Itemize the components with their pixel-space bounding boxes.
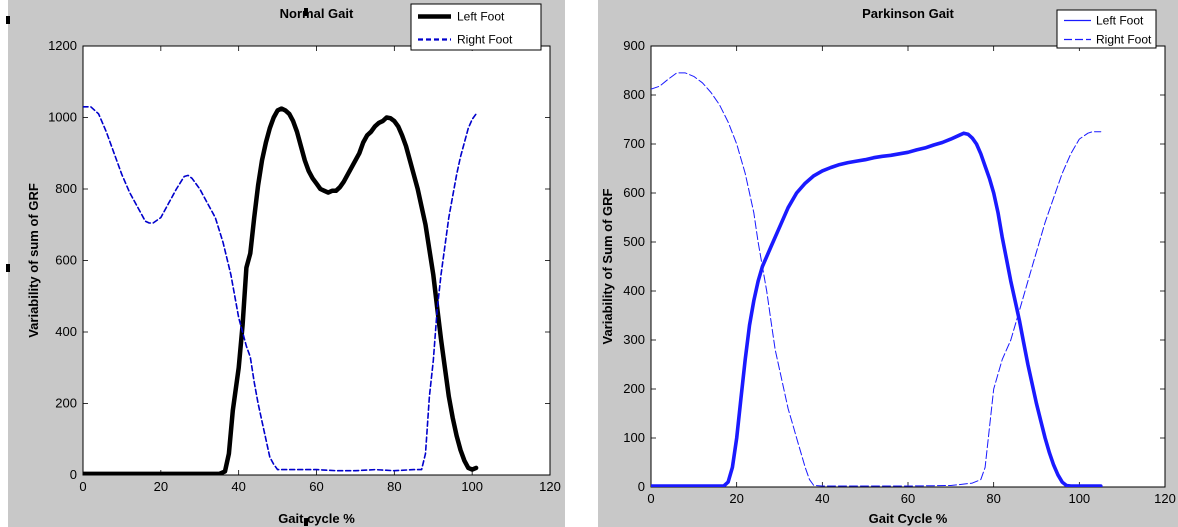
series-line-left-foot	[651, 131, 1103, 487]
legend-label: Right Foot	[457, 33, 513, 47]
y-tick-label: 200	[623, 381, 645, 396]
y-tick-label: 0	[638, 479, 645, 494]
x-tick-label: 120	[1154, 491, 1176, 506]
x-tick-label: 100	[1068, 491, 1090, 506]
figure-handle-marker	[6, 264, 10, 272]
normal-gait-panel: Normal Gait 0 20 40 60 80 100 120 0 200 400 600 800 1…	[8, 0, 565, 527]
parkinson-gait-panel: Parkinson Gait 0 20 40 60 80 100 120 0 100 200 300 4…	[598, 0, 1178, 527]
x-tick-label: 80	[986, 491, 1000, 506]
chart-title: Normal Gait	[280, 6, 354, 21]
x-tick-label: 20	[729, 491, 743, 506]
chart-title: Parkinson Gait	[862, 6, 954, 21]
y-tick-label: 0	[70, 467, 77, 482]
x-tick-label: 60	[309, 479, 323, 494]
legend-label: Left Foot	[1096, 14, 1144, 28]
x-tick-label: 20	[154, 479, 168, 494]
series-line-right-foot	[651, 72, 1102, 487]
figure-handle-marker	[6, 16, 10, 24]
y-tick-label: 700	[623, 136, 645, 151]
y-tick-label: 200	[55, 396, 77, 411]
y-tick-label: 100	[623, 430, 645, 445]
y-tick-label: 400	[55, 324, 77, 339]
parkinson-gait-chart: Parkinson Gait 0 20 40 60 80 100 120 0 100 200 300 4…	[600, 6, 1176, 526]
figure-handle-marker	[304, 518, 308, 526]
x-tick-label: 120	[539, 479, 561, 494]
series-line-left-foot	[83, 106, 479, 475]
y-tick-label: 400	[623, 283, 645, 298]
y-tick-label: 600	[623, 185, 645, 200]
x-tick-label: 0	[79, 479, 86, 494]
legend-label: Left Foot	[457, 10, 505, 24]
y-tick-label: 300	[623, 332, 645, 347]
y-tick-label: 600	[55, 253, 77, 268]
y-tick-label: 800	[623, 87, 645, 102]
legend-box	[1056, 9, 1157, 49]
legend-label: Right Foot	[1096, 33, 1152, 47]
legend-box	[410, 3, 542, 51]
y-tick-label: 800	[55, 181, 77, 196]
y-axis-label: Variability of sum of GRF	[26, 183, 41, 338]
y-axis-label: Variability of Sum of GRF	[600, 188, 615, 344]
figure-handle-marker	[304, 8, 308, 16]
y-tick-label: 1200	[48, 38, 77, 53]
plot-area	[82, 45, 551, 476]
x-tick-label: 40	[231, 479, 245, 494]
y-tick-label: 500	[623, 234, 645, 249]
x-tick-label: 100	[461, 479, 483, 494]
plot-area	[650, 45, 1166, 488]
x-axis-label: Gait cycle %	[278, 511, 355, 526]
y-tick-label: 900	[623, 38, 645, 53]
x-tick-label: 40	[815, 491, 829, 506]
x-axis-label: Gait Cycle %	[869, 511, 948, 526]
y-tick-label: 1000	[48, 110, 77, 125]
x-tick-label: 60	[901, 491, 915, 506]
x-tick-label: 80	[387, 479, 401, 494]
series-line-right-foot	[83, 106, 477, 472]
x-tick-label: 0	[647, 491, 654, 506]
